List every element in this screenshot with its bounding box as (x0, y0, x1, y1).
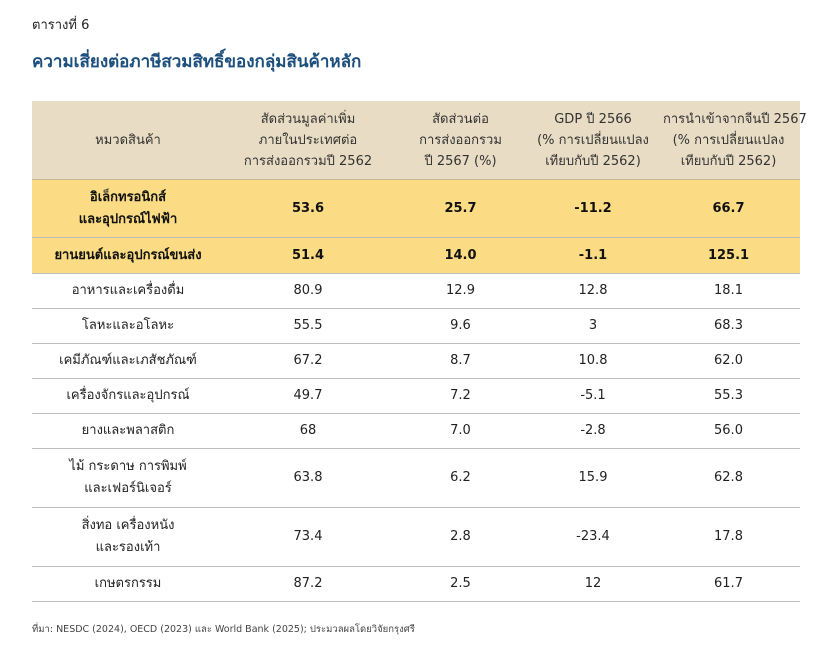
value-cell: 12 (529, 566, 657, 602)
value-cell: 63.8 (224, 448, 392, 508)
category-cell: เกษตรกรรม (32, 566, 224, 602)
value-cell: 56.0 (657, 413, 800, 449)
value-cell: 51.4 (224, 237, 392, 274)
source-note: ที่มา: NESDC (2024), OECD (2023) และ Wor… (32, 624, 415, 635)
value-cell: 66.7 (657, 179, 800, 238)
value-cell: 17.8 (657, 507, 800, 567)
header-china-imports: การนำเข้าจากจีนปี 2567 (% การเปลี่ยนแปลง… (657, 101, 807, 180)
value-cell: 68 (224, 413, 392, 449)
product-risk-table: หมวดสินค้า สัดส่วนมูลค่าเพิ่ม ภายในประเท… (32, 101, 807, 602)
value-cell: 125.1 (657, 237, 800, 274)
header-domestic-value-added: สัดส่วนมูลค่าเพิ่ม ภายในประเทศต่อ การส่ง… (224, 101, 392, 180)
value-cell: -11.2 (529, 179, 657, 238)
value-cell: 3 (529, 308, 657, 344)
table-row: ยานยนต์และอุปกรณ์ขนส่ง 51.4 14.0 -1.1 12… (32, 237, 800, 274)
table-row: โลหะและอโลหะ 55.5 9.6 3 68.3 (32, 308, 800, 344)
value-cell: -23.4 (529, 507, 657, 567)
value-cell: 55.5 (224, 308, 392, 344)
table-row: ไม้ กระดาษ การพิมพ์ และเฟอร์นิเจอร์ 63.8 … (32, 448, 800, 508)
value-cell: 2.5 (392, 566, 529, 602)
value-cell: 55.3 (657, 378, 800, 414)
value-cell: 53.6 (224, 179, 392, 238)
table-row: สิ่งทอ เครื่องหนัง และรองเท้า 73.4 2.8 -2… (32, 507, 800, 567)
header-export-share: สัดส่วนต่อ การส่งออกรวม ปี 2567 (%) (392, 101, 529, 180)
value-cell: 87.2 (224, 566, 392, 602)
category-cell: ยางและพลาสติก (32, 413, 224, 449)
table-row: เคมีภัณฑ์และเภสัชภัณฑ์ 67.2 8.7 10.8 62.… (32, 343, 800, 379)
value-cell: 9.6 (392, 308, 529, 344)
category-cell: อาหารและเครื่องดื่ม (32, 273, 224, 309)
value-cell: 49.7 (224, 378, 392, 414)
table-row: เครื่องจักรและอุปกรณ์ 49.7 7.2 -5.1 55.3 (32, 378, 800, 414)
value-cell: 10.8 (529, 343, 657, 379)
category-cell: อิเล็กทรอนิกส์ และอุปกรณ์ไฟฟ้า (32, 179, 224, 238)
value-cell: -1.1 (529, 237, 657, 274)
category-cell: สิ่งทอ เครื่องหนัง และรองเท้า (32, 507, 224, 567)
value-cell: 2.8 (392, 507, 529, 567)
value-cell: 7.2 (392, 378, 529, 414)
value-cell: 12.9 (392, 273, 529, 309)
table-row: อิเล็กทรอนิกส์ และอุปกรณ์ไฟฟ้า 53.6 25.7 … (32, 179, 800, 238)
header-gdp: GDP ปี 2566 (% การเปลี่ยนแปลง เทียบกับปี… (529, 101, 657, 180)
value-cell: 14.0 (392, 237, 529, 274)
value-cell: 6.2 (392, 448, 529, 508)
value-cell: -2.8 (529, 413, 657, 449)
value-cell: 7.0 (392, 413, 529, 449)
value-cell: 8.7 (392, 343, 529, 379)
category-cell: โลหะและอโลหะ (32, 308, 224, 344)
table-row: อาหารและเครื่องดื่ม 80.9 12.9 12.8 18.1 (32, 273, 800, 309)
table-row: ยางและพลาสติก 68 7.0 -2.8 56.0 (32, 413, 800, 449)
value-cell: 67.2 (224, 343, 392, 379)
value-cell: 25.7 (392, 179, 529, 238)
category-cell: เคมีภัณฑ์และเภสัชภัณฑ์ (32, 343, 224, 379)
table-row: เกษตรกรรม 87.2 2.5 12 61.7 (32, 566, 800, 602)
value-cell: 15.9 (529, 448, 657, 508)
value-cell: 18.1 (657, 273, 800, 309)
value-cell: -5.1 (529, 378, 657, 414)
table-label: ตารางที่ 6 (32, 18, 90, 33)
category-cell: เครื่องจักรและอุปกรณ์ (32, 378, 224, 414)
table-title: ความเสี่ยงต่อภาษีสวมสิทธิ์ของกลุ่มสินค้า… (32, 52, 362, 72)
value-cell: 62.8 (657, 448, 800, 508)
header-row: หมวดสินค้า สัดส่วนมูลค่าเพิ่ม ภายในประเท… (32, 101, 807, 180)
header-category: หมวดสินค้า (32, 101, 224, 180)
value-cell: 73.4 (224, 507, 392, 567)
category-cell: ไม้ กระดาษ การพิมพ์ และเฟอร์นิเจอร์ (32, 448, 224, 508)
value-cell: 62.0 (657, 343, 800, 379)
value-cell: 61.7 (657, 566, 800, 602)
category-cell: ยานยนต์และอุปกรณ์ขนส่ง (32, 237, 224, 274)
value-cell: 80.9 (224, 273, 392, 309)
value-cell: 12.8 (529, 273, 657, 309)
value-cell: 68.3 (657, 308, 800, 344)
